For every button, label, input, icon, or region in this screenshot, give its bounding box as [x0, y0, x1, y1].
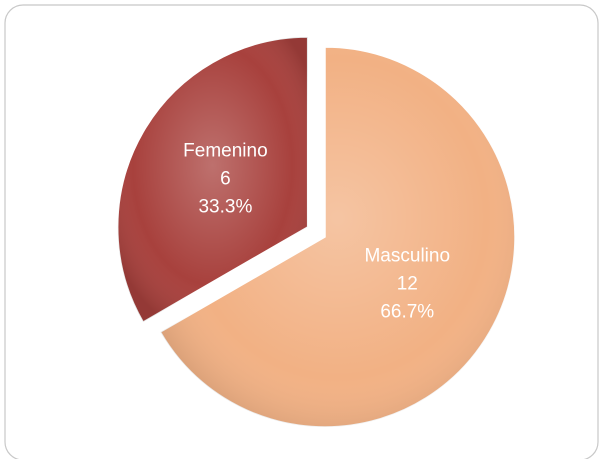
slice-category-label: Femenino — [183, 141, 268, 162]
slice-shading — [160, 47, 515, 427]
slice-shading — [117, 37, 308, 322]
slice-category-label: Masculino — [364, 246, 450, 267]
slice-percent-label: 66.7% — [380, 302, 434, 323]
slice-value-label: 12 — [397, 274, 418, 295]
slice-value-label: 6 — [220, 169, 231, 190]
slice-percent-label: 33.3% — [198, 197, 252, 218]
